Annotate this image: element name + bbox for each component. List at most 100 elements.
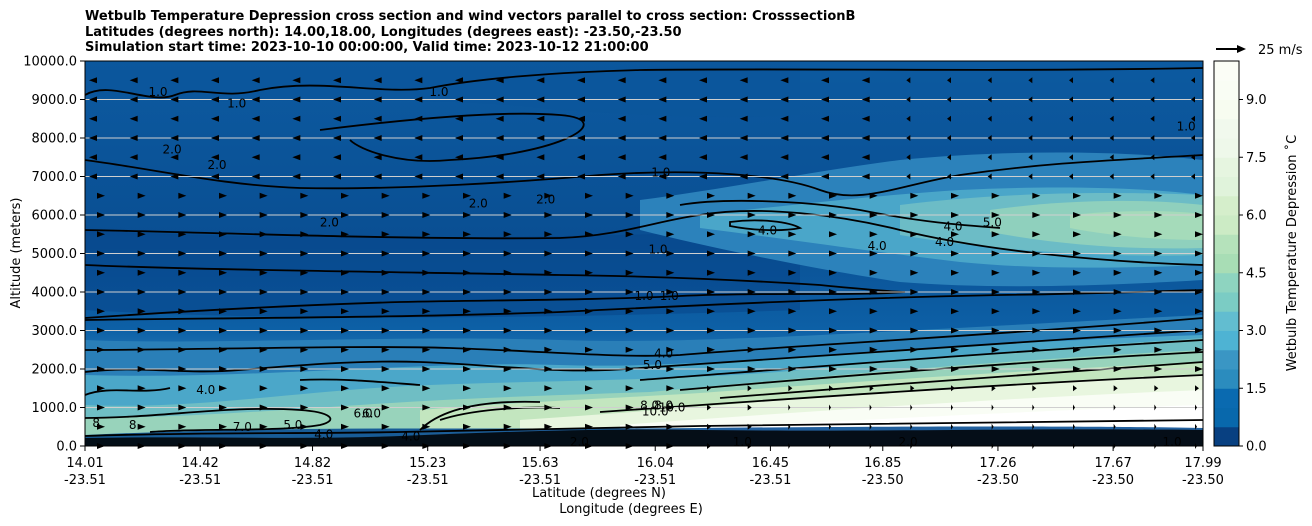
contour-label: 4.0	[758, 223, 777, 237]
wind-vector-arrow	[544, 366, 553, 372]
wind-vector-arrow	[707, 212, 715, 218]
wind-vector-arrow	[947, 173, 951, 180]
wind-vector-arrow	[1195, 231, 1203, 238]
wind-vector-arrow	[1028, 115, 1033, 122]
wind-vector-arrow	[658, 77, 667, 84]
wind-vector-arrow	[947, 135, 951, 141]
wind-vector-arrow	[951, 269, 959, 276]
contour-label: 4.0	[314, 427, 333, 441]
wind-vector-arrow	[503, 308, 512, 315]
wind-vector-arrow	[1191, 154, 1195, 161]
wind-vector-arrow	[1113, 346, 1122, 353]
wind-vector-arrow	[951, 423, 953, 430]
wind-vector-arrow	[463, 289, 471, 295]
colorbar-segment	[1214, 311, 1239, 331]
wind-vector-arrow	[991, 192, 1000, 199]
wind-vector-arrow	[747, 308, 756, 315]
colorbar-tick-label: 3.0	[1246, 324, 1267, 339]
wind-vector-arrow	[1073, 385, 1077, 392]
x-tick-label-lat: 16.45	[752, 456, 789, 471]
wind-vector-arrow	[869, 212, 878, 218]
wind-vector-arrow	[625, 327, 634, 334]
wind-vector-arrow	[1154, 385, 1159, 392]
y-tick-label: 5000.0	[32, 247, 78, 262]
wind-vector-arrow	[178, 269, 187, 276]
wind-vector-arrow	[951, 289, 959, 295]
wind-vector-arrow	[1028, 173, 1033, 180]
wind-vector-arrow	[585, 192, 593, 199]
wind-vector-arrow	[219, 289, 227, 295]
wind-vector-arrow	[951, 308, 959, 315]
wind-vector-arrow	[97, 212, 105, 218]
wind-vector-arrow	[463, 366, 471, 372]
wind-vector-arrow	[658, 115, 667, 122]
wind-vector-arrow	[910, 385, 915, 392]
y-axis-label: Altitude (meters)	[9, 198, 24, 309]
wind-vector-arrow	[1113, 250, 1122, 257]
wind-vector-arrow	[503, 366, 512, 372]
wind-vector-arrow	[414, 77, 423, 84]
wind-vector-arrow	[219, 327, 227, 334]
wind-vector-arrow	[1113, 423, 1116, 430]
wind-vector-arrow	[219, 385, 227, 392]
wind-vector-arrow	[381, 385, 390, 392]
wind-vector-arrow	[869, 289, 878, 295]
wind-vector-arrow	[170, 115, 179, 122]
x-axis-label-lat: Latitude (degrees N)	[532, 486, 666, 501]
wind-vector-arrow	[951, 366, 959, 372]
wind-vector-arrow	[422, 231, 431, 238]
wind-vector-arrow	[666, 423, 675, 430]
contour-label: 1.0	[1177, 119, 1196, 133]
wind-vector-arrow	[259, 366, 268, 372]
contour-label: 4.0	[935, 235, 954, 249]
contour-label: 4.0	[654, 347, 673, 361]
wind-vector-arrow	[1154, 212, 1163, 218]
wind-vector-arrow	[341, 423, 349, 430]
wind-vector-arrow	[341, 250, 349, 257]
wind-vector-arrow	[544, 269, 553, 276]
wind-vector-arrow	[536, 115, 545, 122]
wind-vector-arrow	[1195, 192, 1203, 199]
wind-vector-arrow	[747, 269, 756, 276]
wind-vector-arrow	[869, 423, 872, 430]
wind-vector-arrow	[1032, 212, 1041, 218]
wind-vector-arrow	[910, 366, 919, 372]
colorbar-tick-label: 0.0	[1246, 440, 1267, 455]
colorbar-segment	[1214, 176, 1239, 197]
wind-vector-arrow	[1073, 231, 1081, 238]
wind-vector-arrow	[666, 346, 675, 353]
wind-vector-arrow	[89, 115, 97, 122]
x-tick-label-lon: -23.50	[1182, 473, 1224, 488]
wind-vector-arrow	[1113, 308, 1122, 315]
wind-vector-arrow	[1109, 96, 1114, 103]
wind-vector-arrow	[1032, 269, 1041, 276]
y-axis: 0.0 1000.0 2000.0 3000.0 4000.0 5000.0 6000.0 7…	[23, 55, 85, 455]
wind-vector-arrow	[381, 269, 390, 276]
wind-vector-arrow	[991, 289, 1000, 295]
wind-vector-arrow	[625, 192, 634, 199]
colorbar-segment	[1214, 80, 1239, 100]
wind-vector-arrow	[617, 77, 626, 84]
wind-vector-arrow	[747, 366, 756, 372]
wind-vector-arrow	[1195, 250, 1203, 257]
wind-vector-arrow	[503, 231, 512, 238]
wind-vector-arrow	[658, 135, 667, 141]
wind-vector-arrow	[137, 192, 146, 199]
colorbar: 0.0 1.5 3.0 4.5 6.0 7.5 9.0	[1213, 60, 1267, 455]
wind-vector-arrow	[625, 423, 634, 430]
wind-vector-arrow	[381, 346, 390, 353]
wind-vector-arrow	[422, 250, 431, 257]
wind-vector-arrow	[381, 231, 390, 238]
wind-vector-arrow	[707, 192, 715, 199]
wind-vector-arrow	[1191, 96, 1195, 103]
wind-vector-arrow	[1195, 346, 1203, 353]
wind-vector-arrow	[577, 154, 585, 161]
contour-label-group: 1.01.02.02.01.02.02.0 2.01.01.04.04.0 4.04…	[92, 85, 1195, 449]
wind-vector-arrow	[869, 404, 872, 411]
wind-vector-arrow	[129, 115, 138, 122]
wind-vector-arrow	[585, 404, 593, 411]
wind-vector-arrow	[1032, 404, 1035, 411]
wind-vector-arrow	[780, 96, 789, 103]
wind-vector-arrow	[747, 250, 756, 257]
wind-vector-arrow	[1069, 173, 1073, 180]
